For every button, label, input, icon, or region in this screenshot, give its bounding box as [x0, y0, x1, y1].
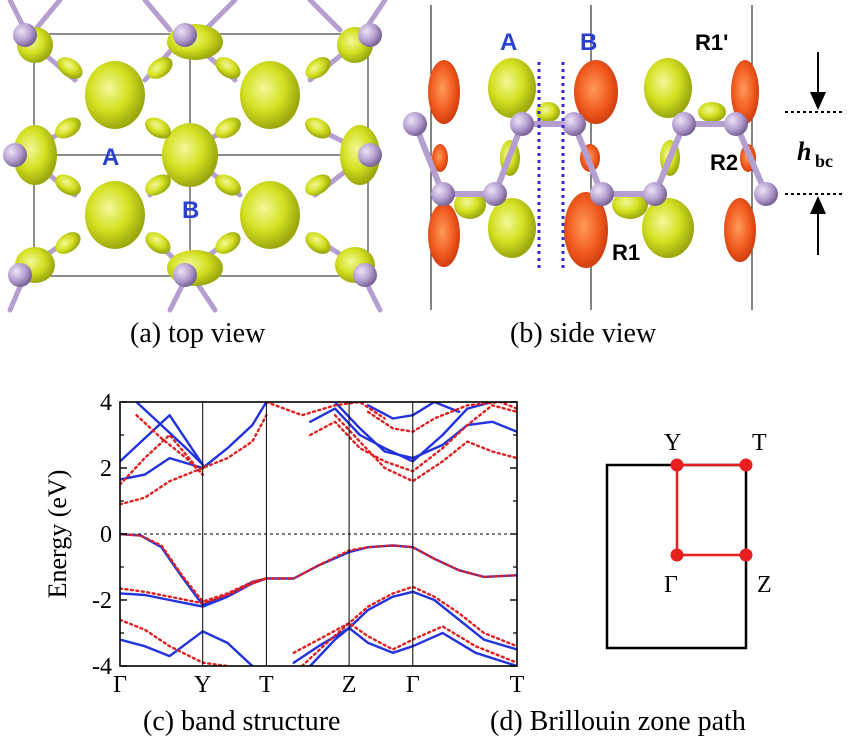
x-tick-label: Γ [113, 672, 127, 698]
bz-label-z: Z [757, 572, 772, 598]
panel-c-band-structure: -4 -2 0 2 4 Γ Y T Z Γ T Energy (eV) [43, 390, 525, 698]
bz-path-upper [675, 463, 746, 555]
label-r1: R1 [612, 240, 640, 265]
red-dotted-band-19 [135, 414, 204, 476]
red-dotted-band-14 [120, 618, 229, 666]
blue-solid-band-2 [292, 590, 517, 664]
label-b-region-b: B [580, 29, 597, 56]
panel-b-side-view: A B R1' R2 R1 h bc [403, 5, 842, 310]
label-r2: R2 [710, 150, 738, 175]
height-label-subscript: bc [815, 151, 833, 171]
bz-point-y [670, 458, 684, 472]
y-tick-label: 2 [100, 456, 112, 482]
caption-a: (a) top view [130, 318, 266, 349]
red-dotted-band-17 [333, 414, 517, 483]
ab-divider-lines [537, 62, 565, 268]
y-tick-label: -2 [92, 588, 112, 614]
orange-lobes [428, 60, 759, 268]
x-tick-label: Z [342, 672, 357, 698]
atoms [3, 23, 382, 287]
red-dotted-band-18 [120, 433, 204, 486]
bz-point-gamma [670, 548, 684, 562]
bz-point-z [739, 548, 753, 562]
red-dotted-band-13 [292, 585, 517, 654]
band-lines [120, 402, 517, 666]
bz-point-t [739, 458, 753, 472]
caption-d: (d) Brillouin zone path [490, 706, 746, 737]
bz-label-gamma: Γ [664, 572, 678, 598]
blue-solid-band-6 [333, 402, 517, 460]
label-a-region-b: B [182, 197, 199, 224]
side-atoms [403, 112, 778, 206]
caption-c: (c) band structure [143, 706, 340, 737]
label-b-region-a: A [500, 29, 517, 56]
bz-label-y: Y [664, 430, 681, 456]
x-tick-label: Γ [406, 672, 420, 698]
label-a-region-a: A [102, 144, 119, 171]
panel-d-brillouin-zone: Y T Γ Z [605, 430, 772, 650]
height-indicator: h bc [785, 52, 842, 255]
label-r1-prime: R1' [695, 30, 728, 55]
y-tick-label: 4 [100, 390, 112, 416]
height-label: h [797, 137, 811, 166]
x-tick-label: T [259, 672, 274, 698]
red-dotted-band-22 [366, 402, 517, 433]
bz-label-t: T [752, 430, 767, 456]
y-tick-label: -4 [92, 654, 112, 680]
blue-solid-band-3 [120, 630, 254, 666]
y-axis-title: Energy (eV) [43, 470, 72, 599]
x-tick-label: T [510, 672, 525, 698]
blue-solid-band-7 [120, 414, 204, 466]
x-tick-label: Y [194, 672, 211, 698]
blue-solid-band-4 [309, 626, 517, 666]
blue-solid-band-9 [309, 402, 494, 463]
red-dotted-band-15 [300, 621, 517, 666]
isosurface-lobes [13, 24, 380, 286]
y-axis-ticks: -4 -2 0 2 4 [92, 390, 517, 680]
caption-b: (b) side view [510, 318, 657, 349]
blue-solid-band-8 [135, 402, 204, 466]
red-dotted-band-11 [120, 532, 517, 603]
panel-a-top-view: A B [3, 0, 388, 313]
red-dotted-band-21 [265, 402, 386, 420]
y-tick-label: 0 [100, 522, 112, 548]
